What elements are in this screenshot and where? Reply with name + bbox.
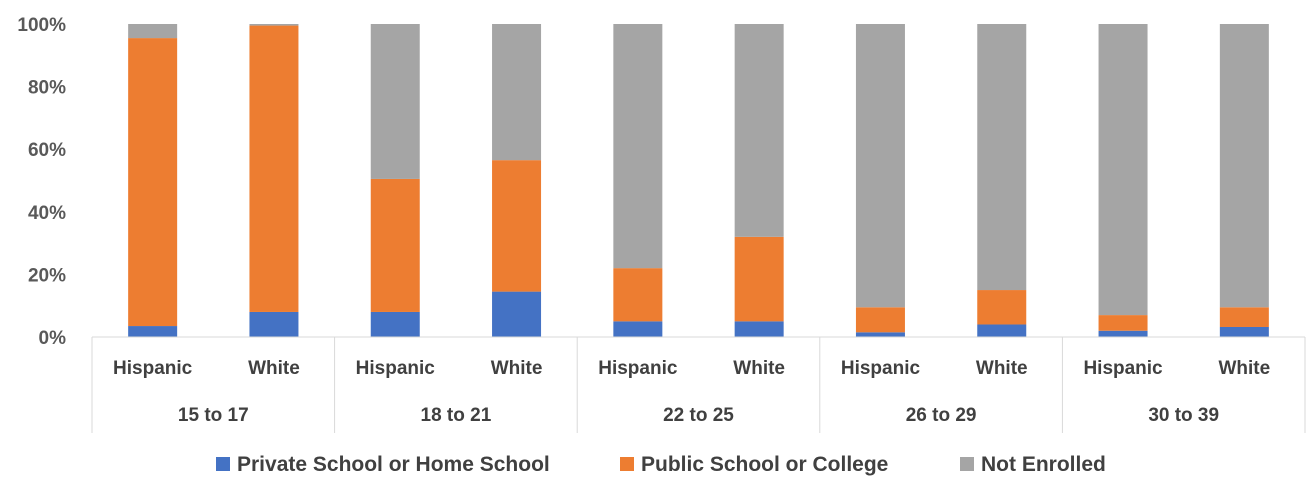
x-subcategory-label: Hispanic — [356, 358, 436, 379]
y-tick-label: 60% — [28, 140, 66, 161]
x-group-label: 18 to 21 — [421, 405, 492, 426]
x-group-label: 22 to 25 — [663, 405, 734, 426]
x-subcategory-label: White — [733, 358, 785, 379]
bar-segment-public-school-or-college — [613, 268, 663, 322]
bar-segment-not-enrolled — [370, 24, 420, 179]
bar-segment-not-enrolled — [1219, 24, 1269, 308]
x-axis: Hispanic White Hispanic White Hispanic White H… — [91, 336, 1306, 433]
bar-segment-private-school-or-home-school — [977, 324, 1027, 337]
bar-segment-not-enrolled — [492, 24, 542, 161]
bar-segment-private-school-or-home-school — [1219, 326, 1269, 337]
bar-segment-public-school-or-college — [734, 236, 784, 322]
x-subcategory-label: Hispanic — [1083, 358, 1163, 379]
legend-swatch-private-school-or-home-school — [216, 457, 230, 471]
bar-segment-not-enrolled — [249, 24, 299, 26]
x-group-label: 30 to 39 — [1148, 405, 1219, 426]
x-subcategory-label: Hispanic — [598, 358, 678, 379]
x-subcategory-label: Hispanic — [841, 358, 921, 379]
bar-segment-private-school-or-home-school — [128, 326, 178, 337]
bar-segment-not-enrolled — [613, 24, 663, 269]
x-subcategory-label: White — [491, 358, 543, 379]
legend-label: Public School or College — [641, 453, 888, 476]
legend-label: Not Enrolled — [981, 453, 1106, 476]
bar-segment-private-school-or-home-school — [855, 332, 905, 337]
bar-segment-not-enrolled — [734, 24, 784, 237]
bars — [128, 24, 1269, 337]
y-tick-label: 80% — [28, 78, 66, 99]
bar-segment-public-school-or-college — [370, 178, 420, 312]
bar-segment-public-school-or-college — [977, 290, 1027, 325]
bar-segment-private-school-or-home-school — [249, 311, 299, 337]
y-tick-label: 20% — [28, 265, 66, 286]
y-tick-label: 0% — [39, 328, 67, 349]
bar-segment-private-school-or-home-school — [492, 291, 542, 337]
bar-segment-public-school-or-college — [1098, 315, 1148, 331]
legend-swatch-public-school-or-college — [620, 457, 634, 471]
x-group-label: 15 to 17 — [178, 405, 249, 426]
bar-segment-not-enrolled — [1098, 24, 1148, 316]
bar-segment-public-school-or-college — [492, 160, 542, 292]
y-tick-label: 100% — [17, 15, 66, 36]
x-group-label: 26 to 29 — [906, 405, 977, 426]
y-tick-label: 40% — [28, 203, 66, 224]
bar-segment-not-enrolled — [128, 24, 178, 39]
bar-segment-public-school-or-college — [1219, 307, 1269, 327]
x-subcategory-label: White — [976, 358, 1028, 379]
bar-segment-not-enrolled — [977, 24, 1027, 291]
x-subcategory-label: White — [248, 358, 300, 379]
x-subcategory-label: White — [1218, 358, 1270, 379]
x-subcategory-label: Hispanic — [113, 358, 193, 379]
bar-segment-public-school-or-college — [128, 38, 178, 327]
bar-segment-private-school-or-home-school — [370, 311, 420, 337]
bar-segment-not-enrolled — [855, 24, 905, 308]
bar-segment-private-school-or-home-school — [734, 321, 784, 337]
legend-swatch-not-enrolled — [960, 457, 974, 471]
bar-segment-public-school-or-college — [249, 25, 299, 312]
bar-segment-private-school-or-home-school — [613, 321, 663, 337]
bar-segment-public-school-or-college — [855, 307, 905, 333]
legend-label: Private School or Home School — [237, 453, 550, 476]
legend: Private School or Home School Public Scho… — [216, 453, 1106, 476]
bar-segment-private-school-or-home-school — [1098, 330, 1148, 337]
y-axis: 0% 20% 40% 60% 80% 100% — [17, 15, 66, 349]
